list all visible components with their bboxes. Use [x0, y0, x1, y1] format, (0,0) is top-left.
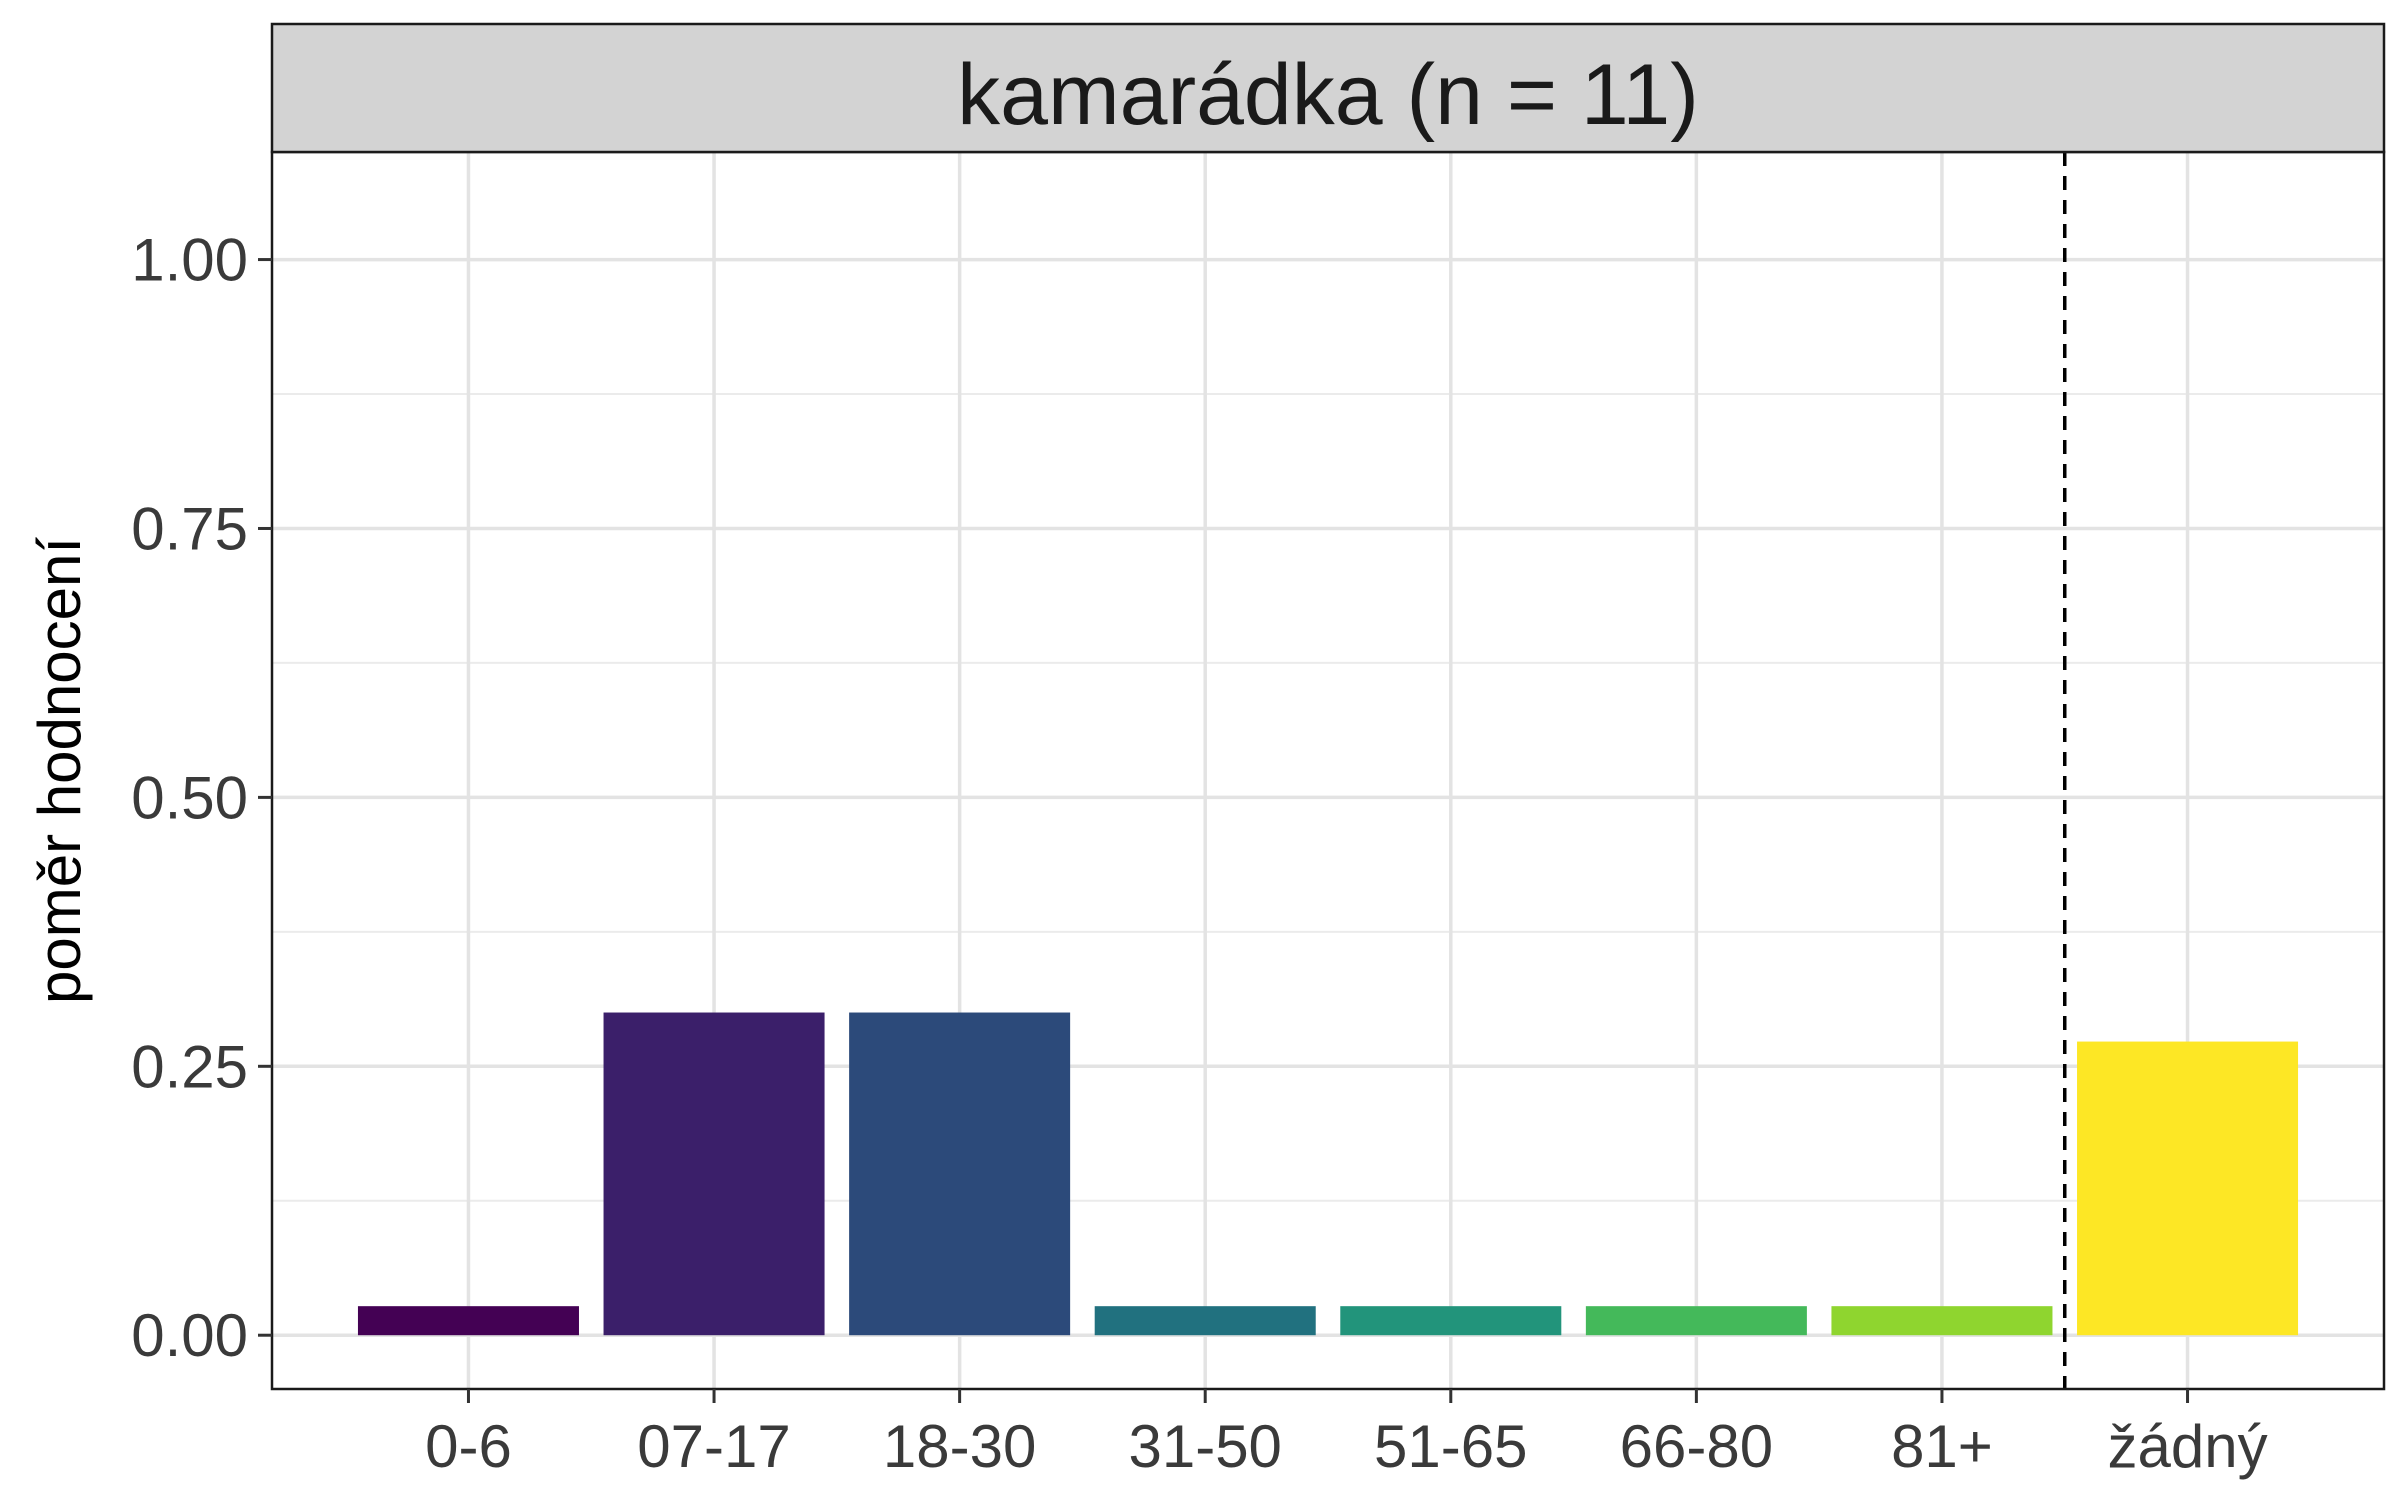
y-tick-label: 0.25: [131, 1033, 248, 1100]
x-tick-label: 07-17: [637, 1413, 790, 1480]
y-axis-ticks: 0.00 0.25 0.50 0.75 1.00: [131, 227, 272, 1369]
x-axis-ticks: 0-6 07-17 18-30 31-50 51-65 66-80 81+ žádný: [425, 1389, 2268, 1480]
bar-žádný: [2077, 1041, 2299, 1336]
bars: [357, 1012, 2299, 1336]
x-tick-label: 51-65: [1374, 1413, 1527, 1480]
y-tick-label: 0.00: [131, 1302, 248, 1369]
major-gridlines: [272, 152, 2384, 1389]
bar-81+: [1831, 1306, 2053, 1336]
x-tick-label: žádný: [2107, 1413, 2267, 1480]
y-tick-label: 0.50: [131, 764, 248, 831]
x-tick-label: 18-30: [883, 1413, 1036, 1480]
y-axis-title: poměr hodnocení: [26, 537, 93, 1004]
x-tick-label: 0-6: [425, 1413, 512, 1480]
facet-strip: [270, 22, 2386, 154]
y-tick-label: 0.75: [131, 495, 248, 562]
facet-title: kamarádka (n = 11): [957, 47, 1699, 143]
bar-18-30: [849, 1012, 1071, 1336]
y-tick-label: 1.00: [131, 227, 248, 294]
bar-66-80: [1585, 1306, 1807, 1336]
x-tick-label: 81+: [1891, 1413, 1993, 1480]
minor-gridlines: [272, 393, 2384, 1202]
bar-0-6: [357, 1306, 579, 1336]
bar-31-50: [1094, 1306, 1316, 1336]
bar-07-17: [603, 1012, 825, 1336]
x-tick-label: 31-50: [1128, 1413, 1281, 1480]
bar-51-65: [1340, 1306, 1562, 1336]
panel-border: [270, 150, 2386, 1391]
x-tick-label: 66-80: [1620, 1413, 1773, 1480]
